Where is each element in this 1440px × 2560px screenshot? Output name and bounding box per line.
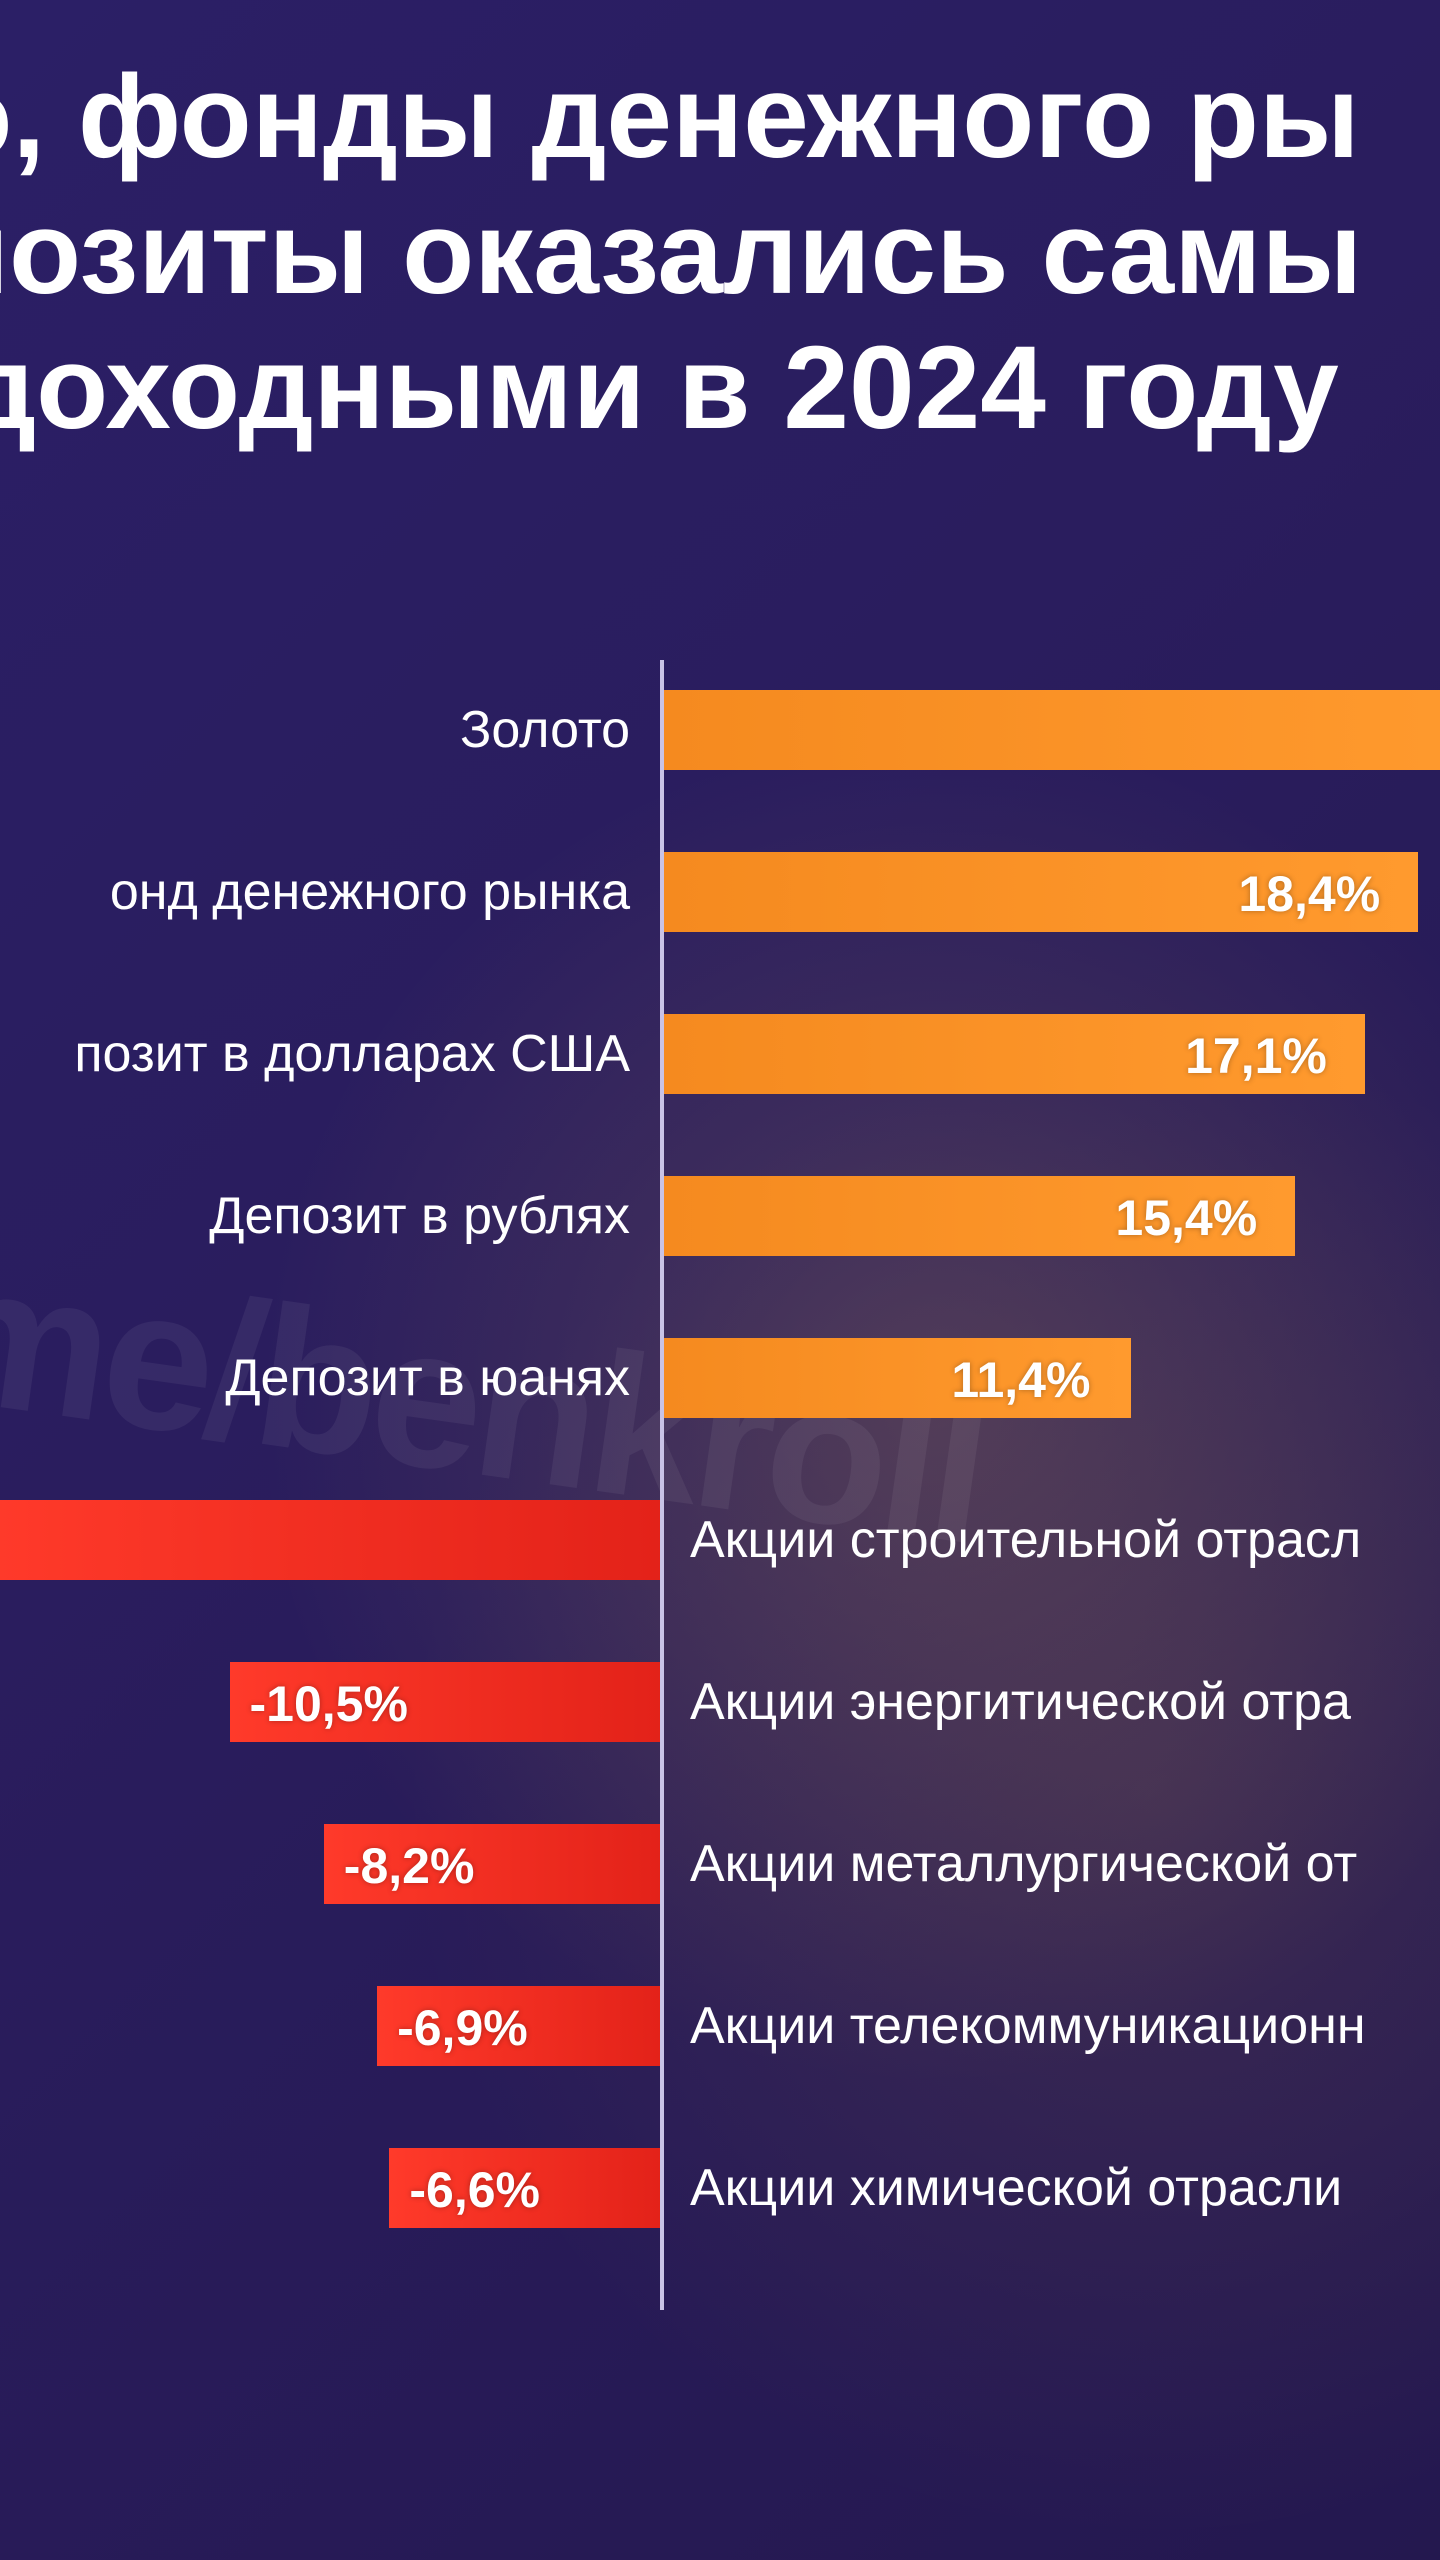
- chart-value: -6,6%: [409, 2161, 540, 2219]
- chart-row: Акции химической отрасли -6,6%: [0, 2148, 1440, 2228]
- chart-label: Акции телекоммуникационн: [690, 1996, 1366, 2056]
- chart-row: Акции энергитической отра -10,5%: [0, 1662, 1440, 1742]
- chart-value: 17,1%: [1185, 1027, 1327, 1085]
- chart-value: -10,5%: [250, 1675, 408, 1733]
- chart-bar: [0, 1500, 660, 1580]
- title-line-2: позиты оказались самы: [0, 186, 1440, 322]
- chart-title: о, фонды денежного ры позиты оказались с…: [0, 50, 1440, 457]
- chart-row: онд денежного рынка 18,4%: [0, 852, 1440, 932]
- chart-value: 11,4%: [951, 1351, 1090, 1409]
- chart-label: Депозит в юанях: [225, 1348, 630, 1408]
- chart-value: -6,9%: [397, 1999, 528, 2057]
- chart-value: 15,4%: [1115, 1189, 1257, 1247]
- chart-label: Золото: [460, 700, 630, 760]
- chart-row: Депозит в юанях 11,4%: [0, 1338, 1440, 1418]
- chart-row: Акции телекоммуникационн -6,9%: [0, 1986, 1440, 2066]
- chart-label: Акции металлургической от: [690, 1834, 1357, 1894]
- chart-label: онд денежного рынка: [110, 862, 630, 922]
- chart-label: Акции химической отрасли: [690, 2158, 1342, 2218]
- chart-row: Золото: [0, 690, 1440, 770]
- chart-value: -8,2%: [344, 1837, 475, 1895]
- chart-label: Акции энергитической отра: [690, 1672, 1351, 1732]
- chart-row: позит в долларах США 17,1%: [0, 1014, 1440, 1094]
- chart-label: Депозит в рублях: [209, 1186, 630, 1246]
- chart-value: 18,4%: [1238, 865, 1380, 923]
- title-line-1: о, фонды денежного ры: [0, 50, 1440, 186]
- chart-bar: [664, 690, 1440, 770]
- bar-chart: Золото онд денежного рынка 18,4% позит в до…: [0, 660, 1440, 2310]
- chart-row: Акции строительной отрасл: [0, 1500, 1440, 1580]
- chart-row: Депозит в рублях 15,4%: [0, 1176, 1440, 1256]
- chart-label: позит в долларах США: [74, 1024, 630, 1084]
- chart-row: Акции металлургической от -8,2%: [0, 1824, 1440, 1904]
- title-line-3: доходными в 2024 году: [0, 321, 1440, 457]
- chart-label: Акции строительной отрасл: [690, 1510, 1361, 1570]
